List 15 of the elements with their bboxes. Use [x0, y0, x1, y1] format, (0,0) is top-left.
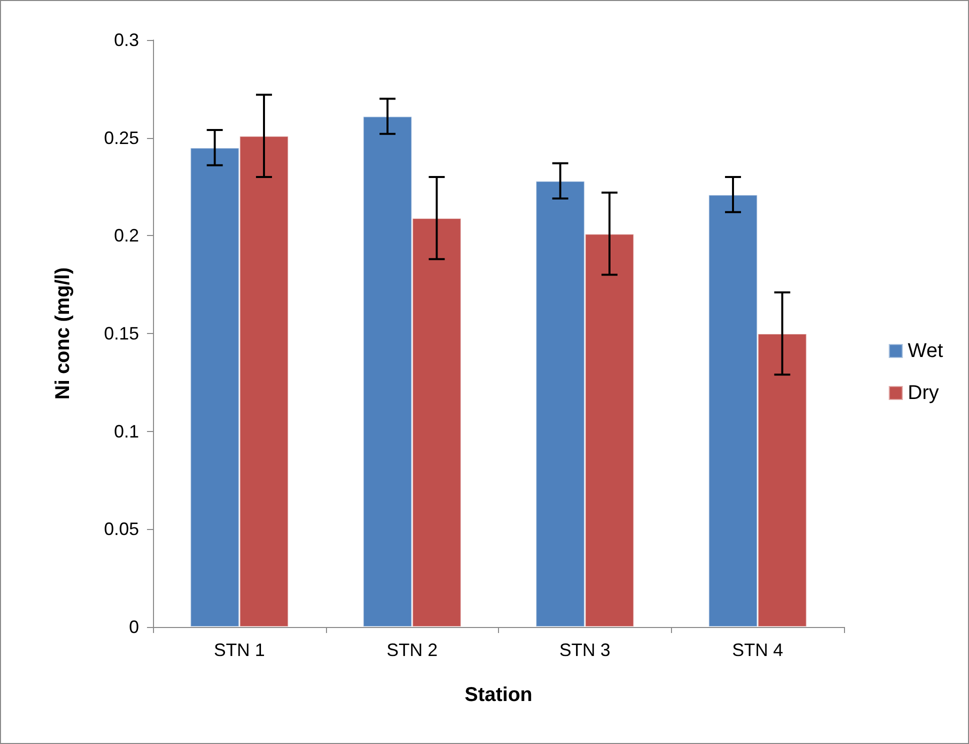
- y-tick-label: 0.15: [104, 324, 139, 344]
- y-axis-title: Ni conc (mg/l): [52, 267, 74, 400]
- y-tick-label: 0.3: [114, 30, 139, 50]
- y-tick-label: 0.2: [114, 226, 139, 246]
- x-axis-title: Station: [464, 684, 532, 706]
- y-tick-label: 0.1: [114, 421, 139, 442]
- y-tick-label: 0.05: [104, 519, 139, 540]
- legend-label: Dry: [908, 382, 939, 404]
- x-tick-label: STN 4: [732, 640, 784, 660]
- x-tick-label: STN 2: [386, 640, 438, 660]
- x-tick-label: STN 3: [559, 640, 610, 660]
- legend-label: Wet: [908, 340, 944, 362]
- y-tick-label: 0.25: [104, 128, 139, 148]
- x-tick-label: STN 1: [214, 640, 265, 660]
- y-tick-label: 0: [128, 617, 139, 637]
